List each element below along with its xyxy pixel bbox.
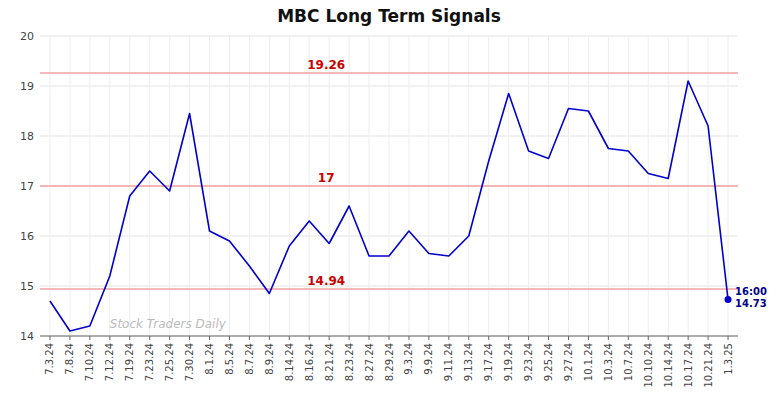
grid [40, 36, 738, 336]
x-tick [688, 336, 689, 340]
x-tick [728, 336, 729, 340]
x-tick [708, 336, 709, 340]
annotation: 14.73 [735, 298, 767, 309]
x-tick-label: 9.9.24 [423, 343, 434, 375]
x-tick [648, 336, 649, 340]
y-tick-label: 19 [20, 80, 34, 93]
x-tick-label: 9.13.24 [463, 343, 474, 381]
x-tick [389, 336, 390, 340]
x-tick [608, 336, 609, 340]
x-tick-label: 10.3.24 [603, 343, 614, 381]
reference-label: 14.94 [307, 274, 345, 288]
reference-label: 17 [318, 171, 335, 185]
x-tick-label: 8.16.24 [304, 343, 315, 381]
x-tick-label: 9.27.24 [563, 343, 574, 381]
reference-label: 19.26 [307, 58, 345, 72]
x-tick-label: 10.21.24 [703, 343, 714, 388]
x-tick [329, 336, 330, 340]
y-tick-label: 14 [20, 330, 34, 343]
x-tick-label: 7.10.24 [84, 343, 95, 381]
reference-line [40, 72, 738, 74]
annotation: 16:00 [735, 286, 767, 297]
x-tick-label: 7.19.24 [124, 343, 135, 381]
x-tick-label: 8.14.24 [284, 343, 295, 381]
x-tick-label: 7.30.24 [184, 343, 195, 381]
reference-line [40, 288, 738, 290]
x-tick-label: 7.12.24 [104, 343, 115, 381]
x-tick-label: 8.9.24 [264, 343, 275, 375]
x-tick-label: 9.19.24 [503, 343, 514, 381]
title: MBC Long Term Signals [277, 6, 501, 26]
x-tick [508, 336, 509, 340]
x-tick [488, 336, 489, 340]
x-tick [349, 336, 350, 340]
x-tick [49, 336, 50, 340]
x-tick-label: 7.25.24 [164, 343, 175, 381]
reference-line [40, 185, 738, 187]
chart: 14 15 16 17 18 19 20 7.3.24 7.8.24 7.10.24 7.12.24… [0, 0, 784, 398]
x-tick [189, 336, 190, 340]
x-tick-label: 9.3.24 [403, 343, 414, 375]
x-tick [169, 336, 170, 340]
last-point [725, 296, 732, 303]
x-axis: 7.3.24 7.8.24 7.10.24 7.12.24 7.19.24 7.23.24… [40, 336, 738, 388]
x-tick [448, 336, 449, 340]
x-tick-label: 8.7.24 [244, 343, 255, 375]
annotations: 16:0014.73 [735, 286, 767, 309]
x-tick-label: 10.17.24 [683, 343, 694, 388]
x-tick [408, 336, 409, 340]
watermark: Stock Traders Daily [110, 317, 227, 331]
plot-marks [40, 73, 738, 331]
x-tick [568, 336, 569, 340]
x-tick [548, 336, 549, 340]
x-tick-label: 8.21.24 [324, 343, 335, 381]
x-tick-label: 9.17.24 [483, 343, 494, 381]
x-tick [289, 336, 290, 340]
x-tick [229, 336, 230, 340]
x-tick [468, 336, 469, 340]
x-tick [309, 336, 310, 340]
x-tick-label: 8.5.24 [224, 343, 235, 375]
x-tick [109, 336, 110, 340]
x-tick [209, 336, 210, 340]
y-tick-label: 17 [20, 180, 34, 193]
x-tick-label: 7.8.24 [64, 343, 75, 375]
x-tick [149, 336, 150, 340]
x-tick-label: 7.23.24 [144, 343, 155, 381]
x-tick-label: 8.27.24 [364, 343, 375, 381]
x-tick [588, 336, 589, 340]
x-tick-label: 8.23.24 [344, 343, 355, 381]
x-tick-label: 8.1.24 [204, 343, 215, 375]
x-tick-label: 10.1.24 [583, 343, 594, 381]
x-tick [129, 336, 130, 340]
x-tick-label: 9.23.24 [523, 343, 534, 381]
x-tick [249, 336, 250, 340]
x-tick-label: 9.25.24 [543, 343, 554, 381]
x-tick-label: 8.29.24 [384, 343, 395, 381]
x-tick [269, 336, 270, 340]
x-tick [69, 336, 70, 340]
x-tick [428, 336, 429, 340]
x-tick-label: 7.3.24 [44, 343, 55, 375]
x-tick [668, 336, 669, 340]
x-tick [89, 336, 90, 340]
reference-labels: 19.26 17 14.94 [307, 58, 345, 288]
x-tick-label: 1.3.25 [723, 343, 734, 375]
price-line [50, 81, 728, 331]
y-axis: 14 15 16 17 18 19 20 [20, 30, 34, 343]
y-tick-label: 16 [20, 230, 34, 243]
x-tick [369, 336, 370, 340]
y-tick-label: 18 [20, 130, 34, 143]
x-tick [528, 336, 529, 340]
y-tick-label: 15 [20, 280, 34, 293]
x-tick-label: 10.10.24 [643, 343, 654, 388]
x-tick-label: 9.11.24 [443, 343, 454, 381]
x-tick-label: 10.14.24 [663, 343, 674, 388]
y-tick-label: 20 [20, 30, 34, 43]
x-tick-label: 10.7.24 [623, 343, 634, 381]
x-tick [628, 336, 629, 340]
y-grid-line [40, 186, 738, 187]
